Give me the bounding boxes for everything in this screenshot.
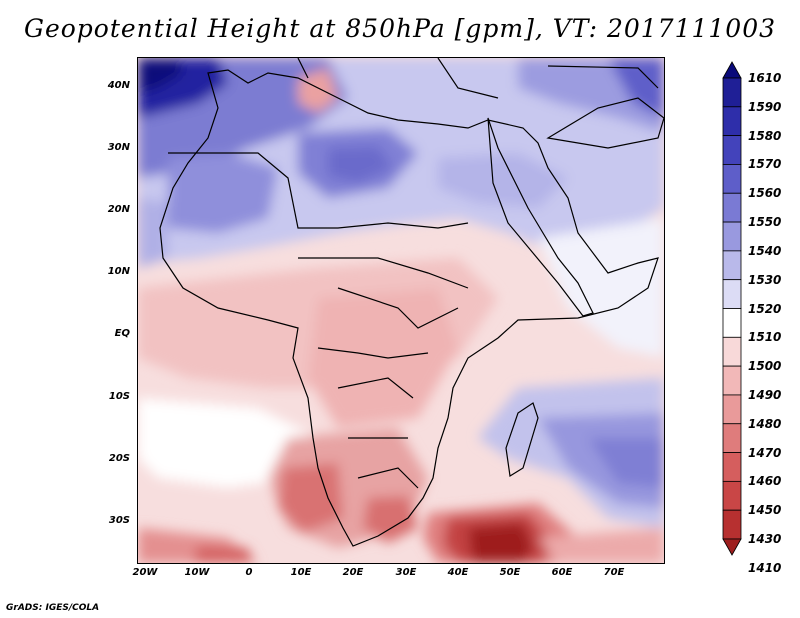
- colorbar-swatch: [722, 509, 742, 540]
- colorbar-level-label: 1540: [748, 243, 782, 258]
- colorbar-swatch: [722, 221, 742, 252]
- colorbar-level-label: 1410: [748, 560, 782, 575]
- colorbar-level-label: 1460: [748, 474, 782, 489]
- lon-label-10w: 10W: [184, 567, 210, 578]
- colorbar-level-label: 1580: [748, 128, 782, 143]
- colorbar-level-label: 1610: [748, 71, 782, 85]
- lon-label-50e: 50E: [499, 567, 521, 578]
- colorbar-level-label: 1430: [748, 532, 782, 546]
- colorbar-top-arrow: [722, 61, 742, 79]
- map-title: Geopotential Height at 850hPa [gpm], VT:…: [23, 14, 777, 43]
- colorbar-swatch: [722, 452, 742, 482]
- lat-label-30n: 30N: [107, 142, 130, 153]
- lon-label-0: 0: [245, 567, 253, 578]
- colorbar-level-label: 1560: [748, 186, 782, 201]
- lat-label-10n: 10N: [107, 266, 130, 277]
- colorbar-swatch: [722, 135, 742, 165]
- colorbar-swatch: [722, 164, 742, 194]
- contour-fill-field: [138, 58, 664, 563]
- colorbar-level-label: 1450: [748, 503, 782, 518]
- lat-label-40n: 40N: [107, 80, 130, 91]
- colorbar-level-label: 1520: [748, 301, 782, 316]
- colorbar-swatch: [722, 77, 742, 108]
- coastline-outline: [159, 58, 664, 547]
- colorbar-level-label: 1510: [748, 330, 782, 345]
- colorbar-level-label: 1490: [748, 387, 782, 402]
- map-plot-area: [137, 57, 665, 564]
- lon-label-40e: 40E: [447, 567, 469, 578]
- colorbar-level-label: 1470: [748, 445, 782, 460]
- colorbar-swatch: [722, 192, 742, 223]
- lon-label-70e: 70E: [603, 567, 625, 578]
- colorbar-swatch: [722, 250, 742, 281]
- lat-label-eq: EQ: [114, 328, 130, 339]
- lon-label-60e: 60E: [551, 567, 573, 578]
- lat-label-20n: 20N: [107, 204, 130, 215]
- colorbar-level-label: 1530: [748, 272, 782, 287]
- colorbar-level-label: 1590: [748, 99, 782, 114]
- lon-label-20e: 20E: [342, 567, 364, 578]
- lat-label-30s: 30S: [108, 515, 130, 526]
- colorbar-level-label: 1500: [748, 359, 782, 374]
- lon-label-10e: 10E: [290, 567, 312, 578]
- colorbar-swatch: [722, 106, 742, 137]
- grads-credit: GrADS: IGES/COLA: [6, 603, 100, 613]
- lon-label-20w: 20W: [132, 567, 158, 578]
- colorbar-swatch: [722, 308, 742, 338]
- colorbar-swatch: [722, 365, 742, 396]
- colorbar-level-label: 1480: [748, 416, 782, 431]
- colorbar-swatch: [722, 336, 742, 367]
- lon-label-30e: 30E: [395, 567, 417, 578]
- lat-label-10s: 10S: [108, 391, 130, 402]
- geopotential-field-map: [138, 58, 664, 563]
- colorbar-bottom-arrow: [722, 538, 742, 556]
- colorbar-swatch: [722, 480, 742, 511]
- colorbar-level-label: 1570: [748, 157, 782, 172]
- colorbar-swatch: [722, 279, 742, 309]
- lat-label-20s: 20S: [108, 453, 130, 464]
- colorbar-level-label: 1550: [748, 215, 782, 230]
- colorbar-swatch: [722, 423, 742, 453]
- colorbar-swatch: [722, 394, 742, 425]
